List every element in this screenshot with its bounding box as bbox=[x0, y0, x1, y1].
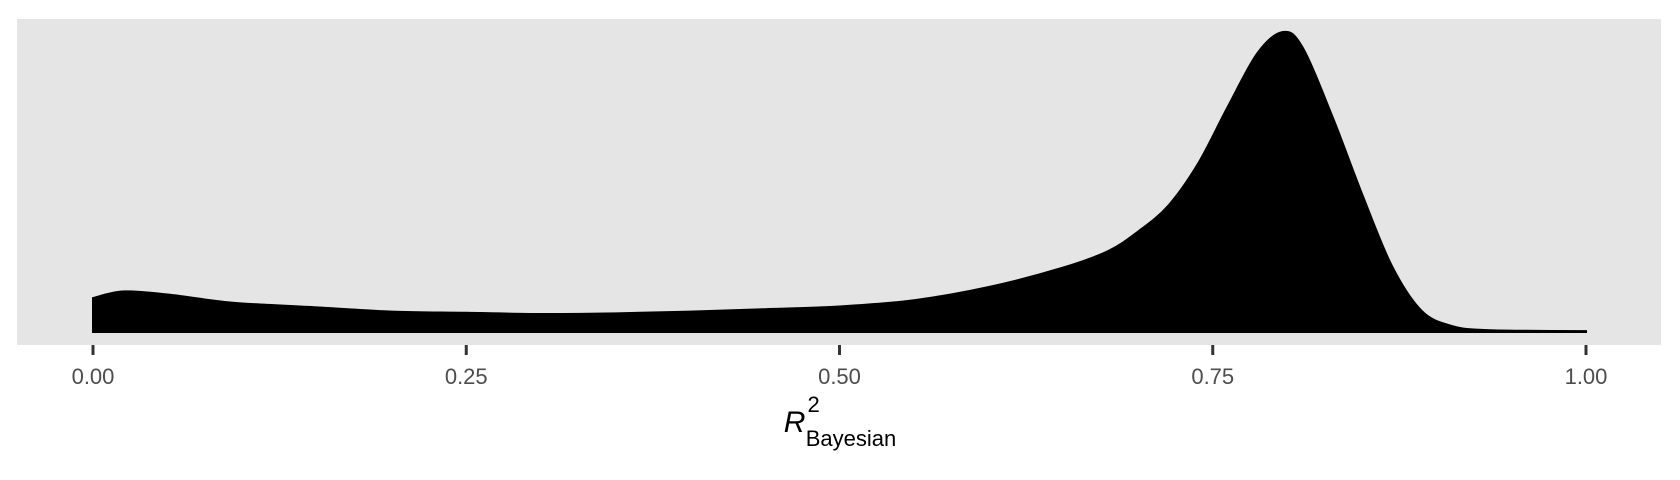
x-tick-label: 0.00 bbox=[72, 364, 115, 389]
x-tick-label: 1.00 bbox=[1565, 364, 1608, 389]
x-axis-title: R2 Bayesian bbox=[784, 392, 896, 451]
x-axis-title-superscript: 2 bbox=[807, 392, 819, 417]
density-area bbox=[92, 30, 1587, 333]
plot-panel bbox=[17, 19, 1661, 345]
x-tick-label: 0.50 bbox=[818, 364, 861, 389]
x-axis-title-subscript: Bayesian bbox=[806, 426, 897, 451]
x-tick-label: 0.25 bbox=[445, 364, 488, 389]
x-axis-title-main: R bbox=[784, 406, 806, 439]
x-tick-label: 0.75 bbox=[1191, 364, 1234, 389]
